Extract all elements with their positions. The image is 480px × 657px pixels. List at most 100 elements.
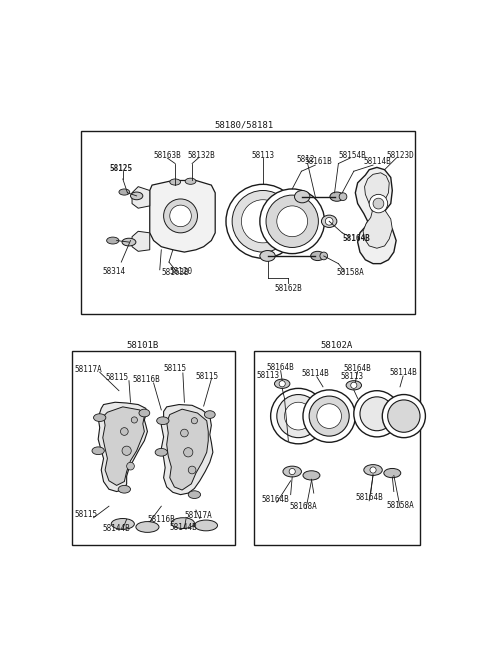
Circle shape	[170, 205, 192, 227]
Polygon shape	[103, 407, 144, 486]
Ellipse shape	[171, 518, 194, 528]
Text: 58164B: 58164B	[267, 363, 295, 372]
Circle shape	[351, 382, 357, 388]
Circle shape	[271, 388, 326, 444]
Circle shape	[277, 395, 320, 438]
Text: 58144B: 58144B	[103, 524, 131, 533]
Text: 58163B: 58163B	[161, 268, 189, 277]
Text: 58115: 58115	[196, 372, 219, 380]
Ellipse shape	[118, 486, 131, 493]
Circle shape	[370, 467, 376, 473]
Circle shape	[360, 397, 394, 431]
Text: 5812: 5812	[297, 155, 315, 164]
Ellipse shape	[330, 192, 344, 201]
Ellipse shape	[156, 417, 169, 424]
Ellipse shape	[131, 192, 143, 200]
Polygon shape	[363, 173, 392, 248]
Ellipse shape	[384, 468, 401, 478]
Text: 58115: 58115	[105, 373, 128, 382]
Circle shape	[277, 206, 308, 237]
Text: 58158A: 58158A	[337, 268, 365, 277]
Ellipse shape	[136, 522, 159, 532]
Circle shape	[226, 185, 300, 258]
Text: 58164B: 58164B	[262, 495, 289, 504]
Circle shape	[279, 380, 285, 387]
Circle shape	[320, 252, 328, 260]
Ellipse shape	[188, 491, 201, 499]
Circle shape	[266, 195, 318, 248]
Ellipse shape	[92, 447, 104, 455]
Ellipse shape	[283, 466, 301, 477]
Circle shape	[382, 395, 425, 438]
Ellipse shape	[346, 380, 361, 390]
Ellipse shape	[94, 414, 106, 422]
Bar	[81, 131, 415, 313]
Ellipse shape	[204, 411, 215, 419]
Circle shape	[241, 200, 285, 243]
Ellipse shape	[122, 238, 136, 246]
Text: 58116B: 58116B	[147, 515, 175, 524]
Polygon shape	[150, 181, 215, 252]
Ellipse shape	[170, 179, 180, 185]
Circle shape	[303, 390, 355, 442]
Circle shape	[260, 189, 324, 254]
Polygon shape	[161, 405, 213, 495]
Text: 58163B: 58163B	[154, 150, 181, 160]
Text: 58180/58181: 58180/58181	[215, 120, 274, 129]
Text: 58113: 58113	[341, 373, 364, 381]
Circle shape	[285, 402, 312, 430]
Text: 58120: 58120	[169, 267, 192, 276]
Text: 58162B: 58162B	[275, 284, 302, 293]
Text: 58114B: 58114B	[363, 158, 391, 166]
Text: 58101B: 58101B	[126, 341, 158, 350]
Polygon shape	[167, 409, 208, 490]
Ellipse shape	[364, 464, 382, 476]
Text: 58114B: 58114B	[301, 369, 329, 378]
Text: 58314: 58314	[102, 267, 125, 276]
Circle shape	[122, 446, 131, 455]
Circle shape	[188, 466, 196, 474]
Text: 58102A: 58102A	[321, 341, 353, 350]
Circle shape	[120, 428, 128, 436]
Text: 58114B: 58114B	[389, 369, 417, 378]
Circle shape	[192, 418, 197, 424]
Ellipse shape	[322, 215, 337, 227]
Circle shape	[184, 447, 193, 457]
Circle shape	[289, 468, 295, 474]
Polygon shape	[132, 231, 150, 252]
Circle shape	[354, 391, 400, 437]
Ellipse shape	[260, 250, 275, 261]
Circle shape	[373, 198, 384, 209]
Ellipse shape	[311, 252, 324, 261]
Polygon shape	[355, 168, 396, 263]
Text: 58144B: 58144B	[169, 523, 197, 532]
Text: 58116B: 58116B	[132, 375, 160, 384]
Text: 58117A: 58117A	[184, 511, 212, 520]
Text: 58123D: 58123D	[386, 150, 414, 160]
Ellipse shape	[111, 518, 134, 530]
Circle shape	[325, 217, 333, 225]
Ellipse shape	[119, 189, 130, 195]
Circle shape	[339, 193, 347, 200]
Circle shape	[180, 429, 188, 437]
Bar	[254, 351, 420, 545]
Circle shape	[369, 194, 388, 213]
Ellipse shape	[185, 178, 196, 185]
Text: 58161B: 58161B	[304, 158, 332, 166]
Text: 58164B: 58164B	[342, 234, 370, 242]
Circle shape	[232, 191, 294, 252]
Ellipse shape	[139, 409, 150, 417]
Ellipse shape	[107, 237, 119, 244]
Circle shape	[127, 463, 134, 470]
Circle shape	[309, 396, 349, 436]
Circle shape	[131, 417, 137, 423]
Text: 58164B: 58164B	[355, 493, 383, 502]
Ellipse shape	[295, 191, 310, 203]
Polygon shape	[98, 402, 147, 491]
Polygon shape	[132, 187, 150, 208]
Text: 58158A: 58158A	[386, 501, 414, 510]
Ellipse shape	[275, 379, 290, 388]
Text: 58164B: 58164B	[344, 364, 372, 373]
Text: 58168A: 58168A	[290, 503, 318, 511]
Bar	[72, 351, 235, 545]
